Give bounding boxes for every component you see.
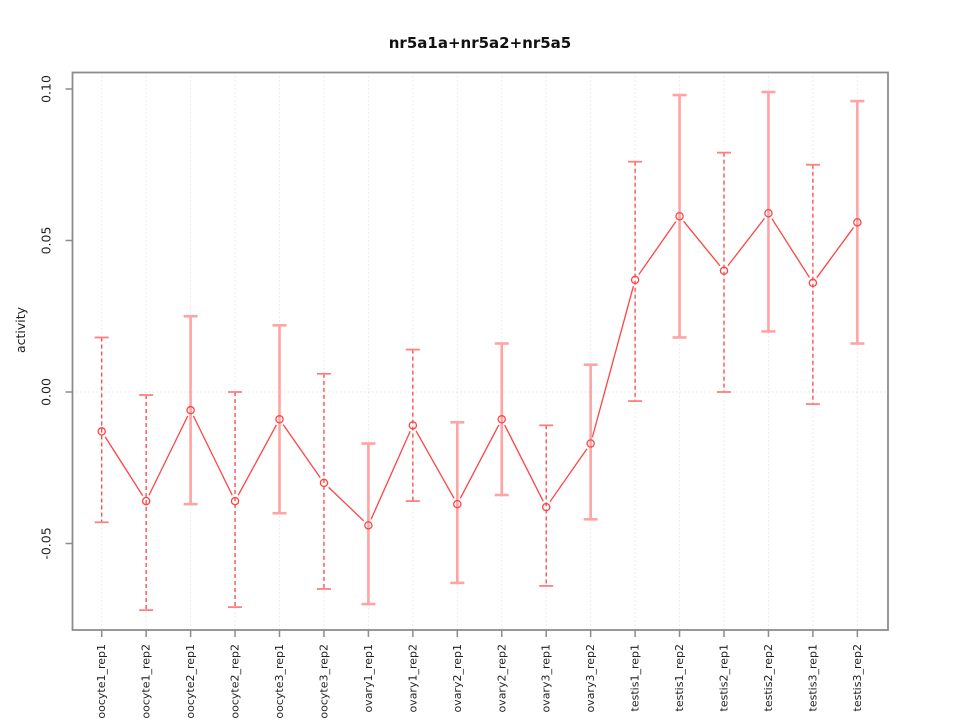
y-tick-label: 0.10 (39, 75, 54, 103)
data-point (364, 521, 373, 530)
x-tick-label: ovary1_rep2 (406, 644, 419, 713)
data-point (675, 212, 684, 221)
x-tick-label: ovary2_rep1 (451, 644, 464, 713)
y-tick-label: 0.00 (39, 378, 54, 406)
chart-title: nr5a1a+nr5a2+nr5a5 (389, 34, 571, 52)
data-point (808, 278, 818, 288)
data-point (630, 275, 640, 285)
x-tick-label: testis1_rep2 (673, 644, 686, 711)
x-tick-label: testis2_rep1 (718, 644, 731, 711)
data-point (453, 499, 462, 509)
series-segment (104, 436, 144, 496)
x-tick-label: oocyte2_rep2 (229, 644, 242, 719)
series-segment (328, 486, 365, 522)
series-segment (683, 220, 721, 267)
data-point (230, 496, 240, 506)
data-point (764, 208, 773, 218)
x-tick-label: testis2_rep2 (762, 644, 775, 711)
series-segment (192, 415, 233, 496)
x-tick-label: oocyte3_rep1 (273, 644, 286, 719)
series-segment (549, 448, 588, 503)
x-tick-label: ovary1_rep1 (362, 644, 375, 713)
series-segment (459, 424, 500, 499)
data-point (497, 415, 506, 424)
data-point (853, 218, 862, 227)
data-point (408, 421, 418, 430)
x-tick-label: oocyte2_rep1 (184, 644, 197, 719)
x-tick-label: oocyte1_rep2 (140, 644, 153, 719)
series-segment (370, 431, 411, 520)
x-tick-label: ovary2_rep2 (495, 644, 508, 713)
series-segment (148, 415, 189, 496)
series-segment (591, 285, 635, 438)
data-point (186, 405, 195, 415)
data-point (97, 427, 106, 436)
x-tick-label: testis1_rep1 (629, 644, 642, 711)
data-point (319, 478, 329, 488)
series-segment (504, 424, 544, 502)
y-tick-label: 0.05 (39, 227, 54, 255)
x-tick-label: ovary3_rep2 (584, 644, 597, 713)
plot-border (71, 71, 889, 631)
series-segment (771, 218, 810, 278)
data-point (141, 496, 151, 506)
x-tick-label: testis3_rep1 (806, 644, 819, 711)
x-tick-label: testis3_rep2 (851, 644, 864, 711)
data-point (541, 502, 551, 512)
series-segment (415, 430, 455, 499)
data-point (719, 266, 729, 276)
y-axis-label: activity (13, 306, 28, 353)
series-segment (282, 424, 321, 478)
series-segment (727, 217, 765, 267)
x-tick-label: ovary3_rep1 (540, 644, 553, 713)
x-tick-label: oocyte1_rep1 (95, 644, 108, 719)
x-tick-label: oocyte3_rep2 (317, 644, 330, 719)
series-segment (638, 221, 677, 275)
plot-area: -0.05 0.00 0.05 0.10 oocyte1_rep1 oocyte1_rep… (39, 71, 889, 719)
series-segment (816, 227, 855, 279)
data-point (586, 439, 595, 448)
series-segment (237, 424, 277, 496)
data-point (275, 415, 284, 424)
y-tick-label: -0.05 (39, 527, 54, 559)
